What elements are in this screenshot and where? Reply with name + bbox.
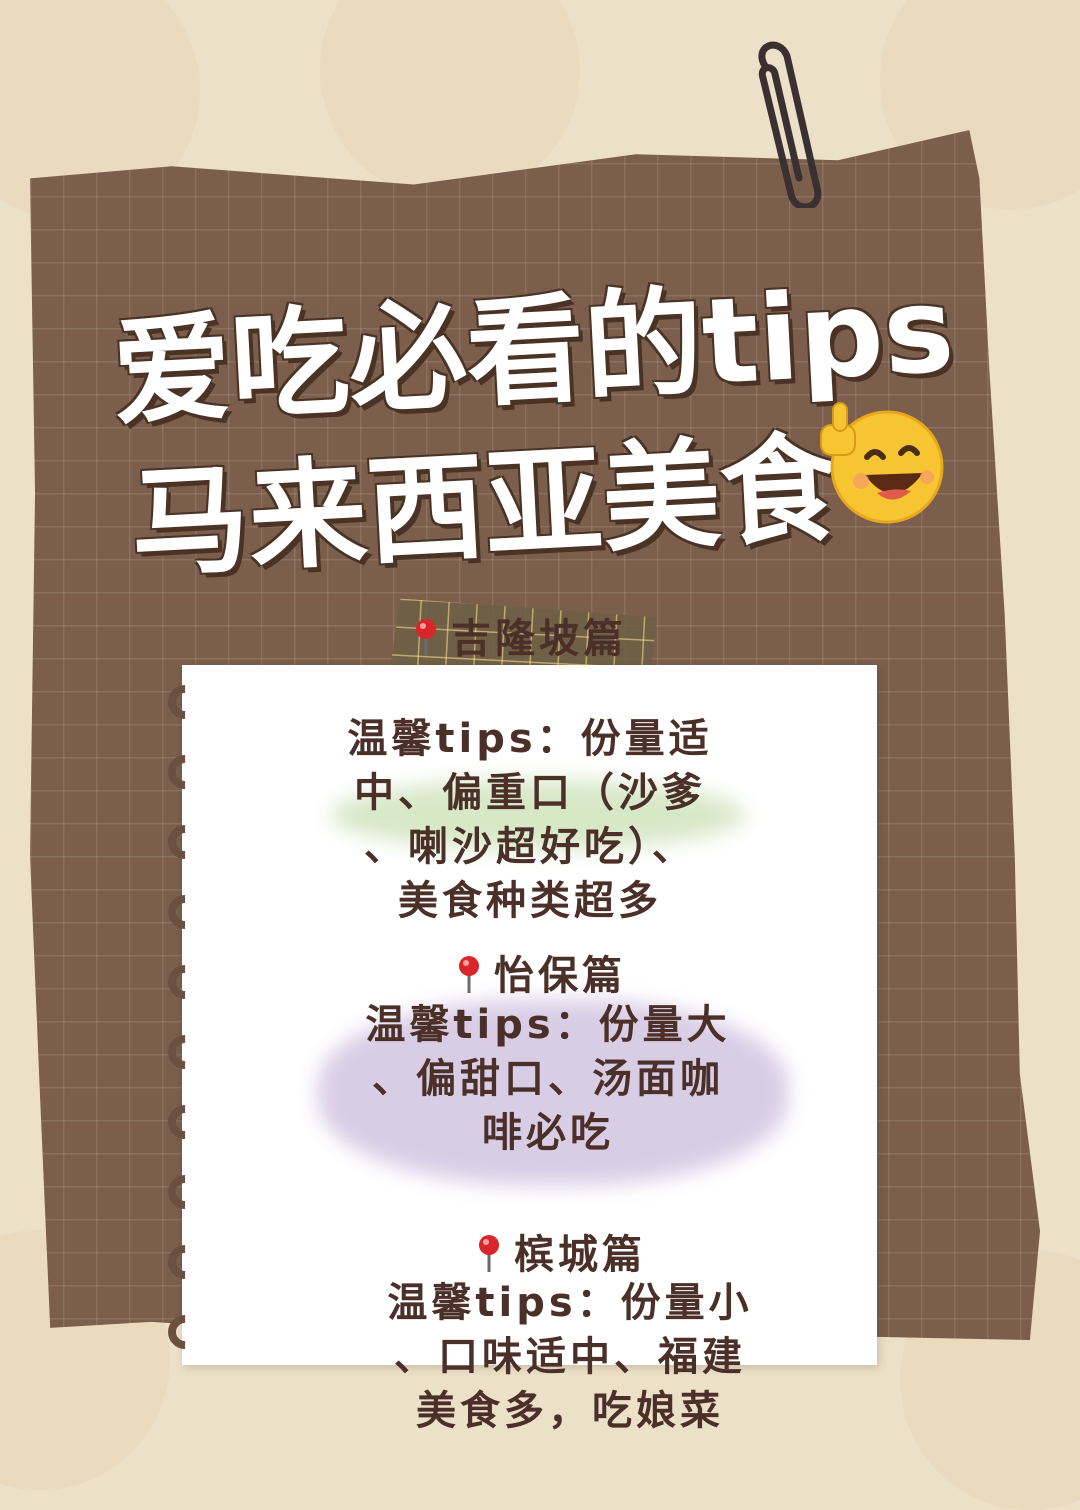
tips-penang: 温馨tips：份量小 、口味适中、福建 美食多，吃娘菜 (360, 1276, 780, 1438)
grinning-thumbs-up-emoji-icon (820, 402, 944, 524)
green-highlight (330, 780, 745, 850)
tips-ipoh: 温馨tips：份量大 、偏甜口、汤面咖 啡必吃 (338, 998, 758, 1160)
tips-line: 美食多，吃娘菜 (416, 1388, 724, 1434)
tips-line: 、偏甜口、汤面咖 (372, 1056, 724, 1102)
section-title-penang: 槟城篇 (478, 1222, 646, 1280)
round-pushpin-icon (459, 956, 479, 993)
purple-highlight (318, 1000, 788, 1185)
tips-line: 美食种类超多 (398, 878, 662, 924)
round-pushpin-icon (416, 619, 436, 656)
tips-kuala-lumpur: 温馨tips：份量适 中、偏重口（沙爹 、喇沙超好吃）、 美食种类超多 (325, 712, 735, 928)
section-title-text: 怡保篇 (494, 953, 626, 999)
paperclip-icon (758, 41, 822, 208)
tips-line: 温馨tips：份量大 (365, 1002, 731, 1048)
background-circle (320, 0, 580, 200)
round-pushpin-icon (479, 1235, 499, 1272)
tips-line: 啡必吃 (482, 1110, 614, 1156)
tips-line: 温馨tips：份量适 (347, 716, 713, 762)
tips-line: 、喇沙超好吃）、 (364, 824, 696, 870)
section-title-ipoh: 怡保篇 (458, 943, 626, 1001)
section-title-text: 槟城篇 (514, 1232, 646, 1278)
section-title-kuala-lumpur: 吉隆坡篇 (415, 606, 627, 664)
tips-line: 、口味适中、福建 (394, 1334, 746, 1380)
tips-line: 温馨tips：份量小 (387, 1280, 753, 1326)
section-title-text: 吉隆坡篇 (451, 616, 627, 662)
tips-line: 中、偏重口（沙爹 (354, 770, 706, 816)
